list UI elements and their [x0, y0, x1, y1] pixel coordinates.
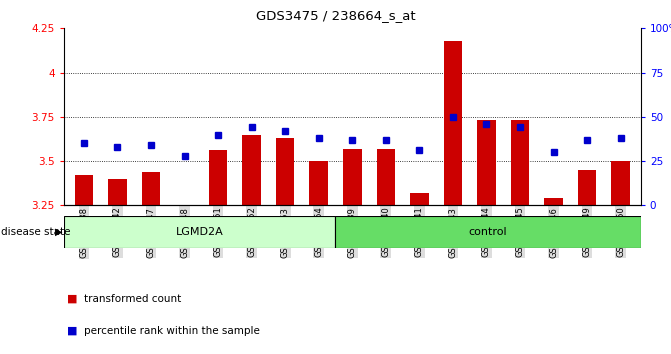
Text: LGMD2A: LGMD2A	[176, 227, 223, 237]
Text: percentile rank within the sample: percentile rank within the sample	[84, 326, 260, 336]
Text: transformed count: transformed count	[84, 294, 181, 304]
Text: control: control	[469, 227, 507, 237]
Bar	[376, 149, 395, 205]
Bar	[410, 193, 429, 205]
Bar	[142, 172, 160, 205]
Bar	[309, 161, 328, 205]
Bar	[74, 175, 93, 205]
Bar	[343, 149, 362, 205]
Bar	[276, 138, 295, 205]
Bar	[209, 150, 227, 205]
Text: ■: ■	[67, 326, 78, 336]
Bar	[611, 161, 630, 205]
Text: ▶: ▶	[55, 227, 63, 237]
Bar	[336, 216, 641, 248]
Bar	[544, 198, 563, 205]
Text: disease state: disease state	[1, 227, 70, 237]
Bar	[511, 120, 529, 205]
Bar	[444, 41, 462, 205]
Text: GDS3475 / 238664_s_at: GDS3475 / 238664_s_at	[256, 9, 415, 22]
Bar	[242, 135, 261, 205]
Text: ■: ■	[67, 294, 78, 304]
Bar	[64, 216, 336, 248]
Bar	[108, 179, 127, 205]
Bar	[477, 120, 496, 205]
Bar	[578, 170, 597, 205]
